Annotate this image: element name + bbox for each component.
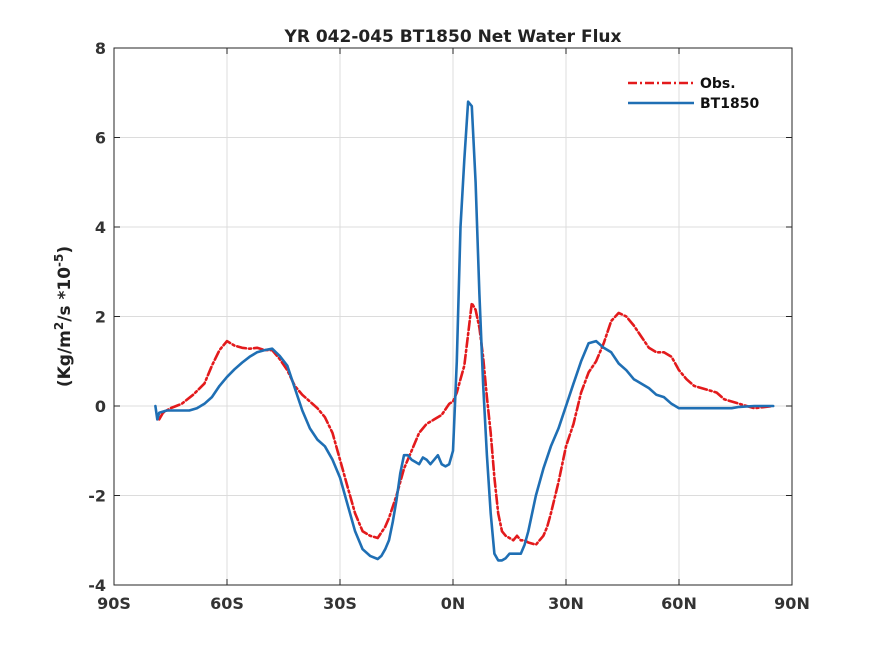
y-tick-label: -4 bbox=[88, 576, 106, 595]
y-tick-label: 8 bbox=[95, 39, 106, 58]
series-line-obs bbox=[157, 301, 775, 546]
y-axis-label-text: (Kg/m2/s *10-5) bbox=[52, 246, 75, 387]
legend-label-obs: Obs. bbox=[700, 76, 736, 92]
x-tick-label: 90S bbox=[97, 594, 131, 613]
y-axis-label-prefix: (Kg/m bbox=[55, 330, 75, 387]
x-tick-label: 90N bbox=[774, 594, 810, 613]
legend-label-bt1850: BT1850 bbox=[700, 96, 759, 112]
y-tick-label: 0 bbox=[95, 397, 106, 416]
tick-labels: 90S 60S 30S 0N 30N 60N 90N -4 -2 0 2 4 6 8 bbox=[88, 39, 810, 613]
y-axis-label-sup2: -5 bbox=[52, 254, 66, 267]
series-line-bt1850 bbox=[154, 100, 775, 562]
y-axis-label: (Kg/m2/s *10-5) bbox=[52, 246, 75, 387]
y-axis-label-mid: /s *10 bbox=[55, 267, 75, 322]
y-tick-label: 4 bbox=[95, 218, 106, 237]
axis-ticks bbox=[113, 47, 793, 586]
x-tick-label: 30S bbox=[323, 594, 357, 613]
x-tick-label: 30N bbox=[548, 594, 584, 613]
y-axis-label-suffix: ) bbox=[55, 246, 75, 254]
x-tick-label: 60S bbox=[210, 594, 244, 613]
grid-lines bbox=[114, 48, 792, 585]
y-tick-label: -2 bbox=[88, 487, 106, 506]
x-tick-label: 60N bbox=[661, 594, 697, 613]
series-lines bbox=[154, 100, 775, 562]
y-tick-label: 2 bbox=[95, 308, 106, 327]
chart-title: YR 042-045 BT1850 Net Water Flux bbox=[284, 27, 622, 47]
x-tick-label: 0N bbox=[441, 594, 466, 613]
y-tick-label: 6 bbox=[95, 129, 106, 148]
y-axis-label-sup1: 2 bbox=[52, 322, 66, 330]
legend: Obs. BT1850 bbox=[628, 76, 759, 112]
